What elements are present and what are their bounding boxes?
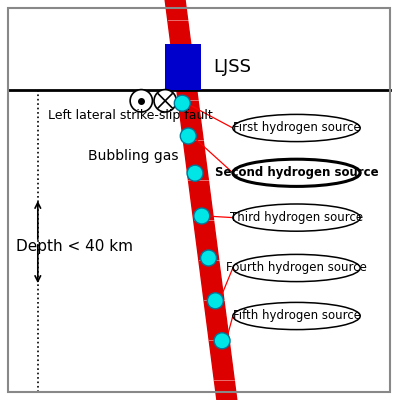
Ellipse shape: [233, 302, 360, 330]
Text: Third hydrogen source: Third hydrogen source: [230, 211, 363, 224]
Circle shape: [154, 90, 176, 112]
Text: LJSS: LJSS: [213, 58, 251, 76]
Bar: [165, 44, 201, 90]
Text: Left lateral strike-slip fault: Left lateral strike-slip fault: [48, 109, 213, 122]
Text: Fourth hydrogen source: Fourth hydrogen source: [226, 262, 367, 274]
Polygon shape: [165, 0, 237, 400]
Text: Second hydrogen source: Second hydrogen source: [215, 166, 378, 179]
Ellipse shape: [233, 159, 360, 186]
Circle shape: [214, 333, 230, 349]
Text: First hydrogen source: First hydrogen source: [233, 122, 360, 134]
Text: Bubbling gas: Bubbling gas: [88, 149, 178, 163]
Ellipse shape: [233, 114, 360, 142]
Circle shape: [207, 293, 223, 309]
Circle shape: [180, 128, 196, 144]
Circle shape: [174, 95, 190, 111]
Text: Fifth hydrogen source: Fifth hydrogen source: [232, 310, 361, 322]
Ellipse shape: [233, 254, 360, 282]
Text: Depth < 40 km: Depth < 40 km: [16, 238, 133, 254]
Circle shape: [130, 90, 152, 112]
Ellipse shape: [233, 204, 360, 231]
Circle shape: [187, 165, 203, 181]
Circle shape: [194, 208, 210, 224]
Circle shape: [201, 250, 217, 266]
